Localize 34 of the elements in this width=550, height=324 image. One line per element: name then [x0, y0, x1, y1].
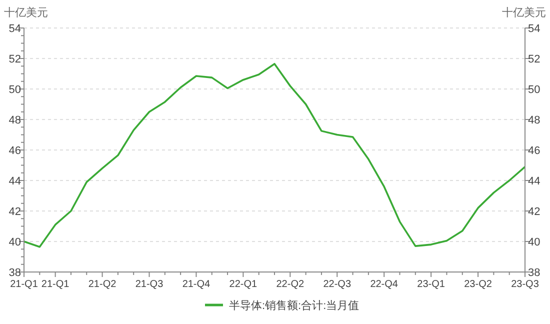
y-axis-title: 十亿美元 — [4, 6, 48, 19]
x-tick-label: 21-Q1 — [41, 279, 70, 290]
x-tick-label: 21-Q1 — [10, 279, 38, 290]
x-tick-label: 22-Q1 — [229, 279, 258, 290]
y2-tick-label: 46 — [528, 144, 540, 157]
y-tick-label: 40 — [8, 236, 21, 248]
y-tick-label: 50 — [8, 84, 21, 96]
y2-tick-label: 38 — [528, 266, 540, 279]
y-tick-label: 54 — [8, 22, 21, 35]
y-tick-label: 48 — [8, 114, 21, 126]
x-tick-label: 22-Q3 — [323, 279, 352, 290]
y-tick-label: 46 — [8, 144, 21, 157]
y-tick-label: 38 — [8, 266, 21, 279]
x-tick-label: 22-Q4 — [370, 279, 398, 290]
y2-tick-label: 42 — [528, 206, 540, 218]
x-tick-label: 22-Q2 — [276, 279, 304, 290]
y2-tick-label: 48 — [528, 114, 540, 126]
x-tick-label: 21-Q2 — [88, 279, 117, 290]
x-tick-label: 23-Q3 — [511, 279, 540, 290]
y2-tick-label: 54 — [528, 22, 540, 35]
line-series — [23, 62, 526, 248]
x-tick-label: 23-Q2 — [464, 279, 492, 290]
y-tick-label: 42 — [8, 206, 21, 218]
y2-tick-label: 52 — [528, 53, 540, 66]
y2-tick-label: 40 — [528, 236, 540, 248]
y2-axis-title: 十亿美元 — [502, 6, 546, 19]
x-tick-label: 21-Q3 — [135, 279, 164, 290]
x-tick-label: 21-Q4 — [182, 279, 211, 290]
y2-tick-label: 44 — [528, 175, 540, 188]
y-tick-label: 52 — [8, 53, 21, 66]
x-tick-label: 23-Q1 — [417, 279, 446, 290]
y2-tick-label: 50 — [528, 84, 540, 96]
y-tick-label: 44 — [8, 175, 21, 188]
legend-label: 半导体:销售额:合计:当月值 — [229, 298, 360, 312]
